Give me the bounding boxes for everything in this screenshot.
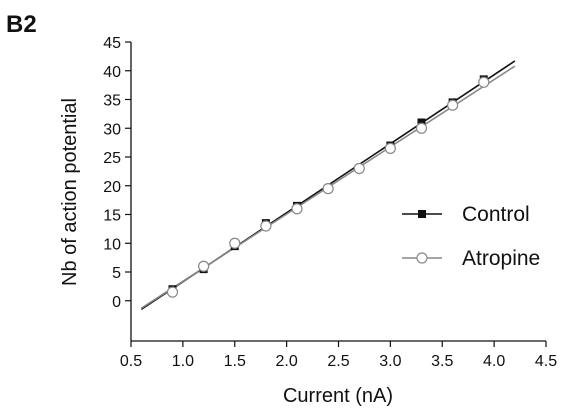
y-ticks: 0 5 10 15 20 25 30 35 40 45	[103, 35, 131, 311]
y-tick-label: 35	[103, 93, 121, 110]
x-tick-label: 3.0	[379, 353, 401, 370]
point-atropine	[447, 99, 459, 111]
x-tick-label: 1.5	[224, 353, 246, 370]
y-tick-label: 5	[112, 265, 121, 282]
y-tick-label: 20	[103, 179, 121, 196]
x-tick-label: 1.0	[172, 353, 194, 370]
y-tick-label: 40	[103, 64, 121, 81]
y-tick-label: 30	[103, 121, 121, 138]
point-atropine	[166, 286, 179, 298]
y-tick-label: 10	[103, 236, 121, 253]
legend-label-atropine: Atropine	[462, 247, 540, 270]
point-atropine	[260, 220, 272, 232]
point-atropine	[353, 162, 365, 175]
legend-item-atropine: Atropine	[402, 247, 540, 270]
x-tick-label: 4.5	[535, 353, 557, 370]
x-tick-label: 3.5	[431, 353, 453, 370]
point-atropine	[322, 183, 334, 195]
point-atropine	[198, 260, 210, 272]
point-atropine	[478, 76, 490, 88]
x-tick-label: 2.0	[276, 353, 298, 370]
legend: Control Atropine	[402, 203, 540, 270]
legend-marker-control	[418, 210, 426, 218]
x-ticks: 0.5 1.0 1.5 2.0 2.5 3.0 3.5 4.0 4.5	[120, 341, 557, 370]
y-axis-title: Nb of action potential	[59, 98, 81, 286]
axes: 0.5 1.0 1.5 2.0 2.5 3.0 3.5 4.0 4.5 0 5 10 15 20 25 30…	[103, 35, 557, 370]
point-atropine	[229, 237, 241, 249]
series-layer	[140, 60, 516, 311]
panel-label: B2	[6, 11, 37, 38]
x-axis-title: Current (nA)	[283, 385, 393, 407]
x-tick-label: 2.5	[327, 353, 349, 370]
legend-marker-atropine	[416, 252, 428, 264]
legend-item-control: Control	[402, 203, 530, 226]
y-tick-label: 0	[112, 294, 121, 311]
x-tick-label: 0.5	[120, 353, 142, 370]
legend-label-control: Control	[462, 203, 530, 226]
point-atropine	[415, 122, 428, 134]
point-atropine	[384, 142, 396, 154]
y-tick-label: 15	[103, 208, 121, 225]
point-atropine	[291, 203, 303, 215]
y-tick-label: 45	[103, 35, 121, 52]
y-tick-label: 25	[103, 150, 121, 167]
point-control	[417, 118, 426, 127]
x-tick-label: 4.0	[483, 353, 505, 370]
